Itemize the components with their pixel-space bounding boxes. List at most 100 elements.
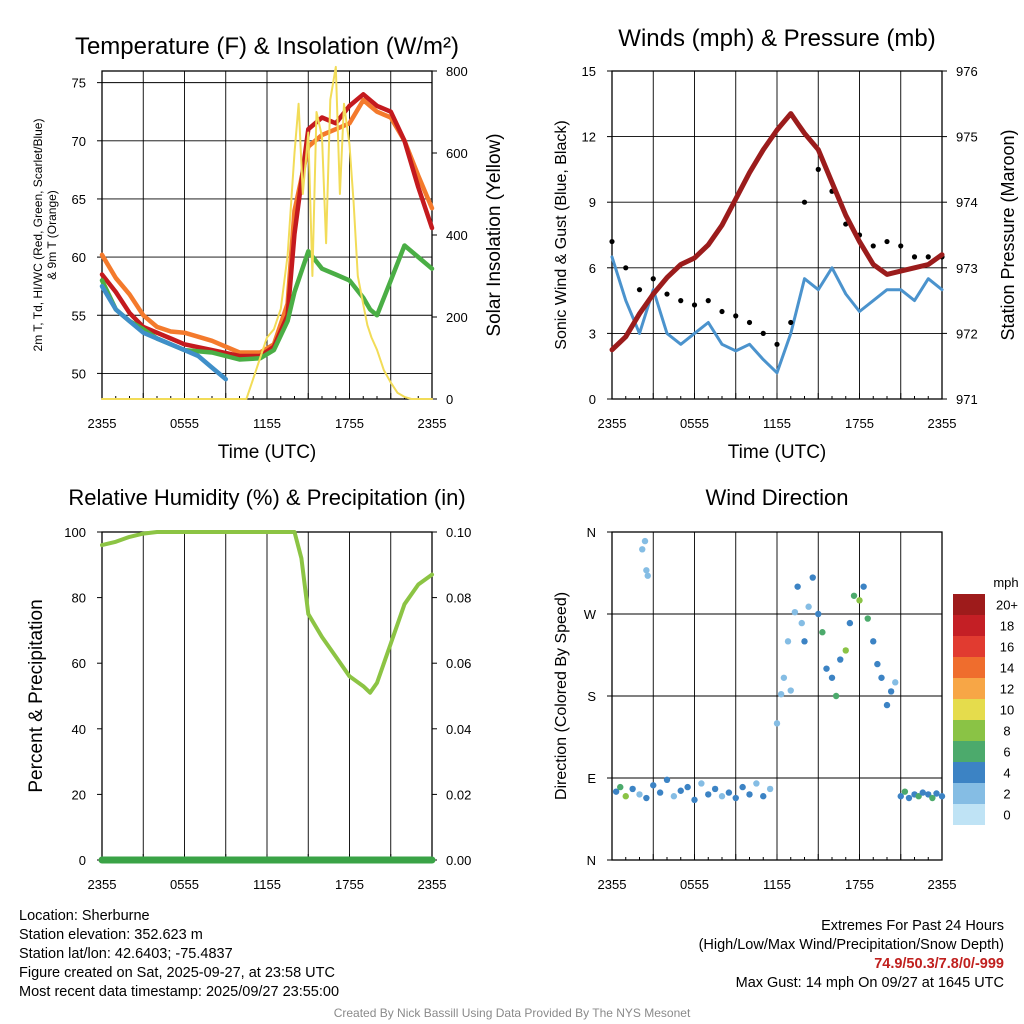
direction-point xyxy=(874,660,881,668)
direction-point xyxy=(656,789,664,796)
x-tick-label: 2355 xyxy=(598,416,627,431)
colorbar-swatch xyxy=(953,699,985,720)
gust-point xyxy=(788,319,794,326)
direction-point xyxy=(773,720,781,727)
gust-point xyxy=(911,254,918,260)
series-line xyxy=(610,255,944,375)
colorbar-swatch xyxy=(953,594,985,615)
direction-point xyxy=(677,787,684,794)
x-tick-label: 2355 xyxy=(418,416,447,431)
direction-point xyxy=(636,791,643,798)
y-tick-label: 9 xyxy=(589,195,596,210)
y-tick-label: 12 xyxy=(582,130,596,145)
colorbar-swatch xyxy=(953,741,985,762)
x-tick-label: 2355 xyxy=(598,877,627,892)
direction-point xyxy=(815,610,822,618)
x-tick-label: 1155 xyxy=(763,416,791,431)
latlon-label: Station lat/lon: 42.6403; -75.4837 xyxy=(19,946,233,962)
y-tick-label: N xyxy=(587,525,596,540)
gust-point xyxy=(691,302,698,308)
gust-point xyxy=(636,287,643,293)
direction-point xyxy=(641,537,649,545)
location-label: Location: Sherburne xyxy=(19,908,150,924)
colorbar-swatch xyxy=(953,720,985,741)
direction-point xyxy=(794,583,801,590)
y2-tick-label: 0.02 xyxy=(446,787,471,802)
series-line xyxy=(101,65,433,400)
x-tick-label: 2355 xyxy=(928,877,957,892)
direction-point xyxy=(887,688,895,695)
y2-tick-label: 0.10 xyxy=(446,525,471,540)
direction-point xyxy=(725,789,733,796)
chart-title: Temperature (F) & Insolation (W/m²) xyxy=(75,33,459,60)
y-tick-label: 100 xyxy=(64,525,86,540)
colorbar-title: mph xyxy=(993,575,1018,590)
colorbar-label: 10 xyxy=(1000,703,1014,718)
colorbar-label: 16 xyxy=(1000,640,1014,655)
direction-point xyxy=(801,638,808,645)
y2-axis-label: Station Pressure (Maroon) xyxy=(998,129,1018,340)
direction-point xyxy=(791,608,799,616)
gust-point xyxy=(884,238,890,245)
colorbar-swatch xyxy=(953,657,985,678)
y-tick-label: W xyxy=(584,607,597,622)
direction-point xyxy=(809,574,816,581)
y-tick-label: 60 xyxy=(72,656,86,671)
elevation-label: Station elevation: 352.623 m xyxy=(19,927,203,943)
y-tick-label: 60 xyxy=(72,250,86,265)
chart-title: Winds (mph) & Pressure (mb) xyxy=(618,25,935,52)
direction-point xyxy=(718,793,726,800)
colorbar-label: 6 xyxy=(1003,745,1010,760)
y-tick-label: 70 xyxy=(72,134,86,149)
direction-point xyxy=(925,791,932,798)
y-axis-label: 2m T, Td, HI/WC (Red, Green, Scarlet/Blu… xyxy=(31,119,59,352)
y2-tick-label: 973 xyxy=(956,261,978,276)
extremes-title: Extremes For Past 24 Hours xyxy=(821,918,1004,934)
y-tick-label: E xyxy=(587,771,596,786)
y-tick-label: 75 xyxy=(72,76,86,91)
colorbar-swatch xyxy=(953,804,985,825)
y2-tick-label: 800 xyxy=(446,64,468,79)
y-axis-label-line: 2m T, Td, HI/WC (Red, Green, Scarlet/Blu… xyxy=(31,119,45,352)
series-line xyxy=(99,283,229,382)
direction-point xyxy=(691,796,698,804)
x-tick-label: 0555 xyxy=(170,416,199,431)
extremes-fields: (High/Low/Max Wind/Precipitation/Snow De… xyxy=(698,937,1004,953)
direction-point xyxy=(643,567,650,574)
x-tick-label: 2355 xyxy=(928,416,957,431)
gust-point xyxy=(774,341,780,347)
gust-point xyxy=(609,238,615,245)
colorbar-label: 0 xyxy=(1003,808,1010,823)
direction-point xyxy=(753,780,760,787)
series-line xyxy=(609,111,945,353)
colorbar-label: 2 xyxy=(1003,787,1010,802)
direction-point xyxy=(784,638,792,645)
x-tick-label: 2355 xyxy=(88,416,117,431)
direction-point xyxy=(929,794,936,802)
gust-point xyxy=(664,291,670,297)
direction-point xyxy=(823,665,830,672)
direction-point xyxy=(805,603,812,610)
x-axis-label: Time (UTC) xyxy=(218,442,317,463)
direction-point xyxy=(705,791,712,798)
direction-point xyxy=(901,788,909,795)
y-tick-label: S xyxy=(587,689,596,704)
direction-point xyxy=(760,793,767,800)
gust-point xyxy=(898,243,904,249)
colorbar-swatch xyxy=(953,783,985,804)
y-axis-label: Direction (Colored By Speed) xyxy=(553,592,570,800)
colorbar-label: 20+ xyxy=(996,598,1018,613)
x-tick-label: 2355 xyxy=(418,877,447,892)
direction-point xyxy=(892,679,899,686)
gust-point xyxy=(705,298,711,304)
y2-tick-label: 0 xyxy=(446,392,453,407)
colorbar-swatch xyxy=(953,678,985,699)
y-tick-label: 40 xyxy=(72,722,86,737)
direction-point xyxy=(860,583,867,590)
y2-tick-label: 0.04 xyxy=(446,722,471,737)
direction-point xyxy=(684,783,691,791)
x-tick-label: 1755 xyxy=(845,877,874,892)
direction-point xyxy=(639,546,646,553)
colorbar-label: 4 xyxy=(1003,766,1010,781)
gust-point xyxy=(746,319,753,326)
